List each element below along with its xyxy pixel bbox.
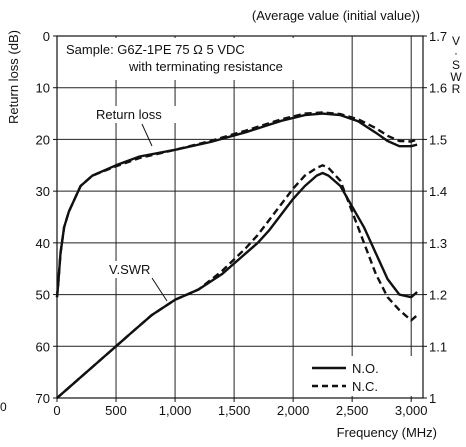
y-right-label-char: W: [450, 70, 462, 84]
return-loss-leader: [141, 123, 153, 147]
y-left-tick-label: 60: [36, 339, 50, 354]
y-axis-left-label: Return loss (dB): [6, 30, 21, 124]
y-right-tick-label: 1.4: [429, 184, 447, 199]
grid: [57, 36, 423, 398]
series-line-vswr-nc: [56, 164, 418, 399]
annotation-background: [61, 38, 304, 80]
y-right-tick-label: 1.1: [429, 339, 447, 354]
y-right-label-char: V: [452, 34, 460, 48]
y-right-tick-label: 1.6: [429, 81, 447, 96]
y-left-tick-label: 30: [36, 184, 50, 199]
y-right-tick-label: 1.3: [429, 236, 447, 251]
annotation-condition: with terminating resistance: [128, 59, 283, 74]
x-tick-label: 0: [53, 403, 60, 418]
plot-frame: [56, 35, 424, 399]
y-axis-right: 1.7 1.6 1.5 1.4 1.3 1.2 1.1 1: [423, 29, 447, 406]
annotation-sample: Sample: G6Z-1PE 75 Ω 5 VDC: [66, 42, 245, 57]
y-right-label-char: R: [452, 82, 461, 96]
x-axis-label: Frequency (MHz): [337, 425, 437, 440]
y-right-label-char: S: [452, 58, 460, 72]
y-right-tick-label: 1: [429, 391, 436, 406]
x-tick-label: 2,500: [336, 403, 369, 418]
y-axis-right-label: V·SWR: [450, 34, 462, 96]
vswr-label-bg: [107, 261, 155, 278]
legend-background: [308, 356, 420, 396]
x-tick-label: 1,500: [218, 403, 251, 418]
y-right-tick-label: 1.5: [429, 132, 447, 147]
x-tick-label: 3,000: [395, 403, 428, 418]
y-right-tick-label: 1.7: [429, 29, 447, 44]
series: [55, 111, 418, 399]
x-tick-label: 2,000: [277, 403, 310, 418]
y-left-tick-label: 50: [36, 288, 50, 303]
x-tick-label: 500: [105, 403, 127, 418]
return-loss-label-bg: [93, 106, 177, 123]
y-axis-left: 0 10 20 30 40 50 60 70: [36, 29, 57, 406]
x-tick-label: 1,000: [159, 403, 192, 418]
y-left-tick-label: 20: [36, 132, 50, 147]
vswr-curve-label: V.SWR: [109, 262, 150, 277]
series-line-return_loss-nc: [55, 111, 418, 298]
y-left-tick-label: 10: [36, 81, 50, 96]
x-axis: 0 500 1,000 1,500 2,000 2,500 3,000: [53, 398, 427, 418]
y-left-tick-label: 70: [36, 391, 50, 406]
legend-label-nc: N.C.: [352, 379, 378, 394]
y-left-tick-label: 40: [36, 236, 50, 251]
y-right-label-char: ·: [454, 46, 458, 60]
y-right-tick-label: 1.2: [429, 288, 447, 303]
header-note: (Average value (initial value)): [252, 8, 420, 23]
y-left-tick-label: 0: [43, 29, 50, 44]
vswr-leader: [151, 277, 168, 302]
return-loss-curve-label: Return loss: [96, 107, 162, 122]
legend-label-no: N.O.: [352, 361, 379, 376]
legend: N.O. N.C.: [308, 356, 420, 396]
bottom-left-label: 0: [0, 400, 7, 414]
